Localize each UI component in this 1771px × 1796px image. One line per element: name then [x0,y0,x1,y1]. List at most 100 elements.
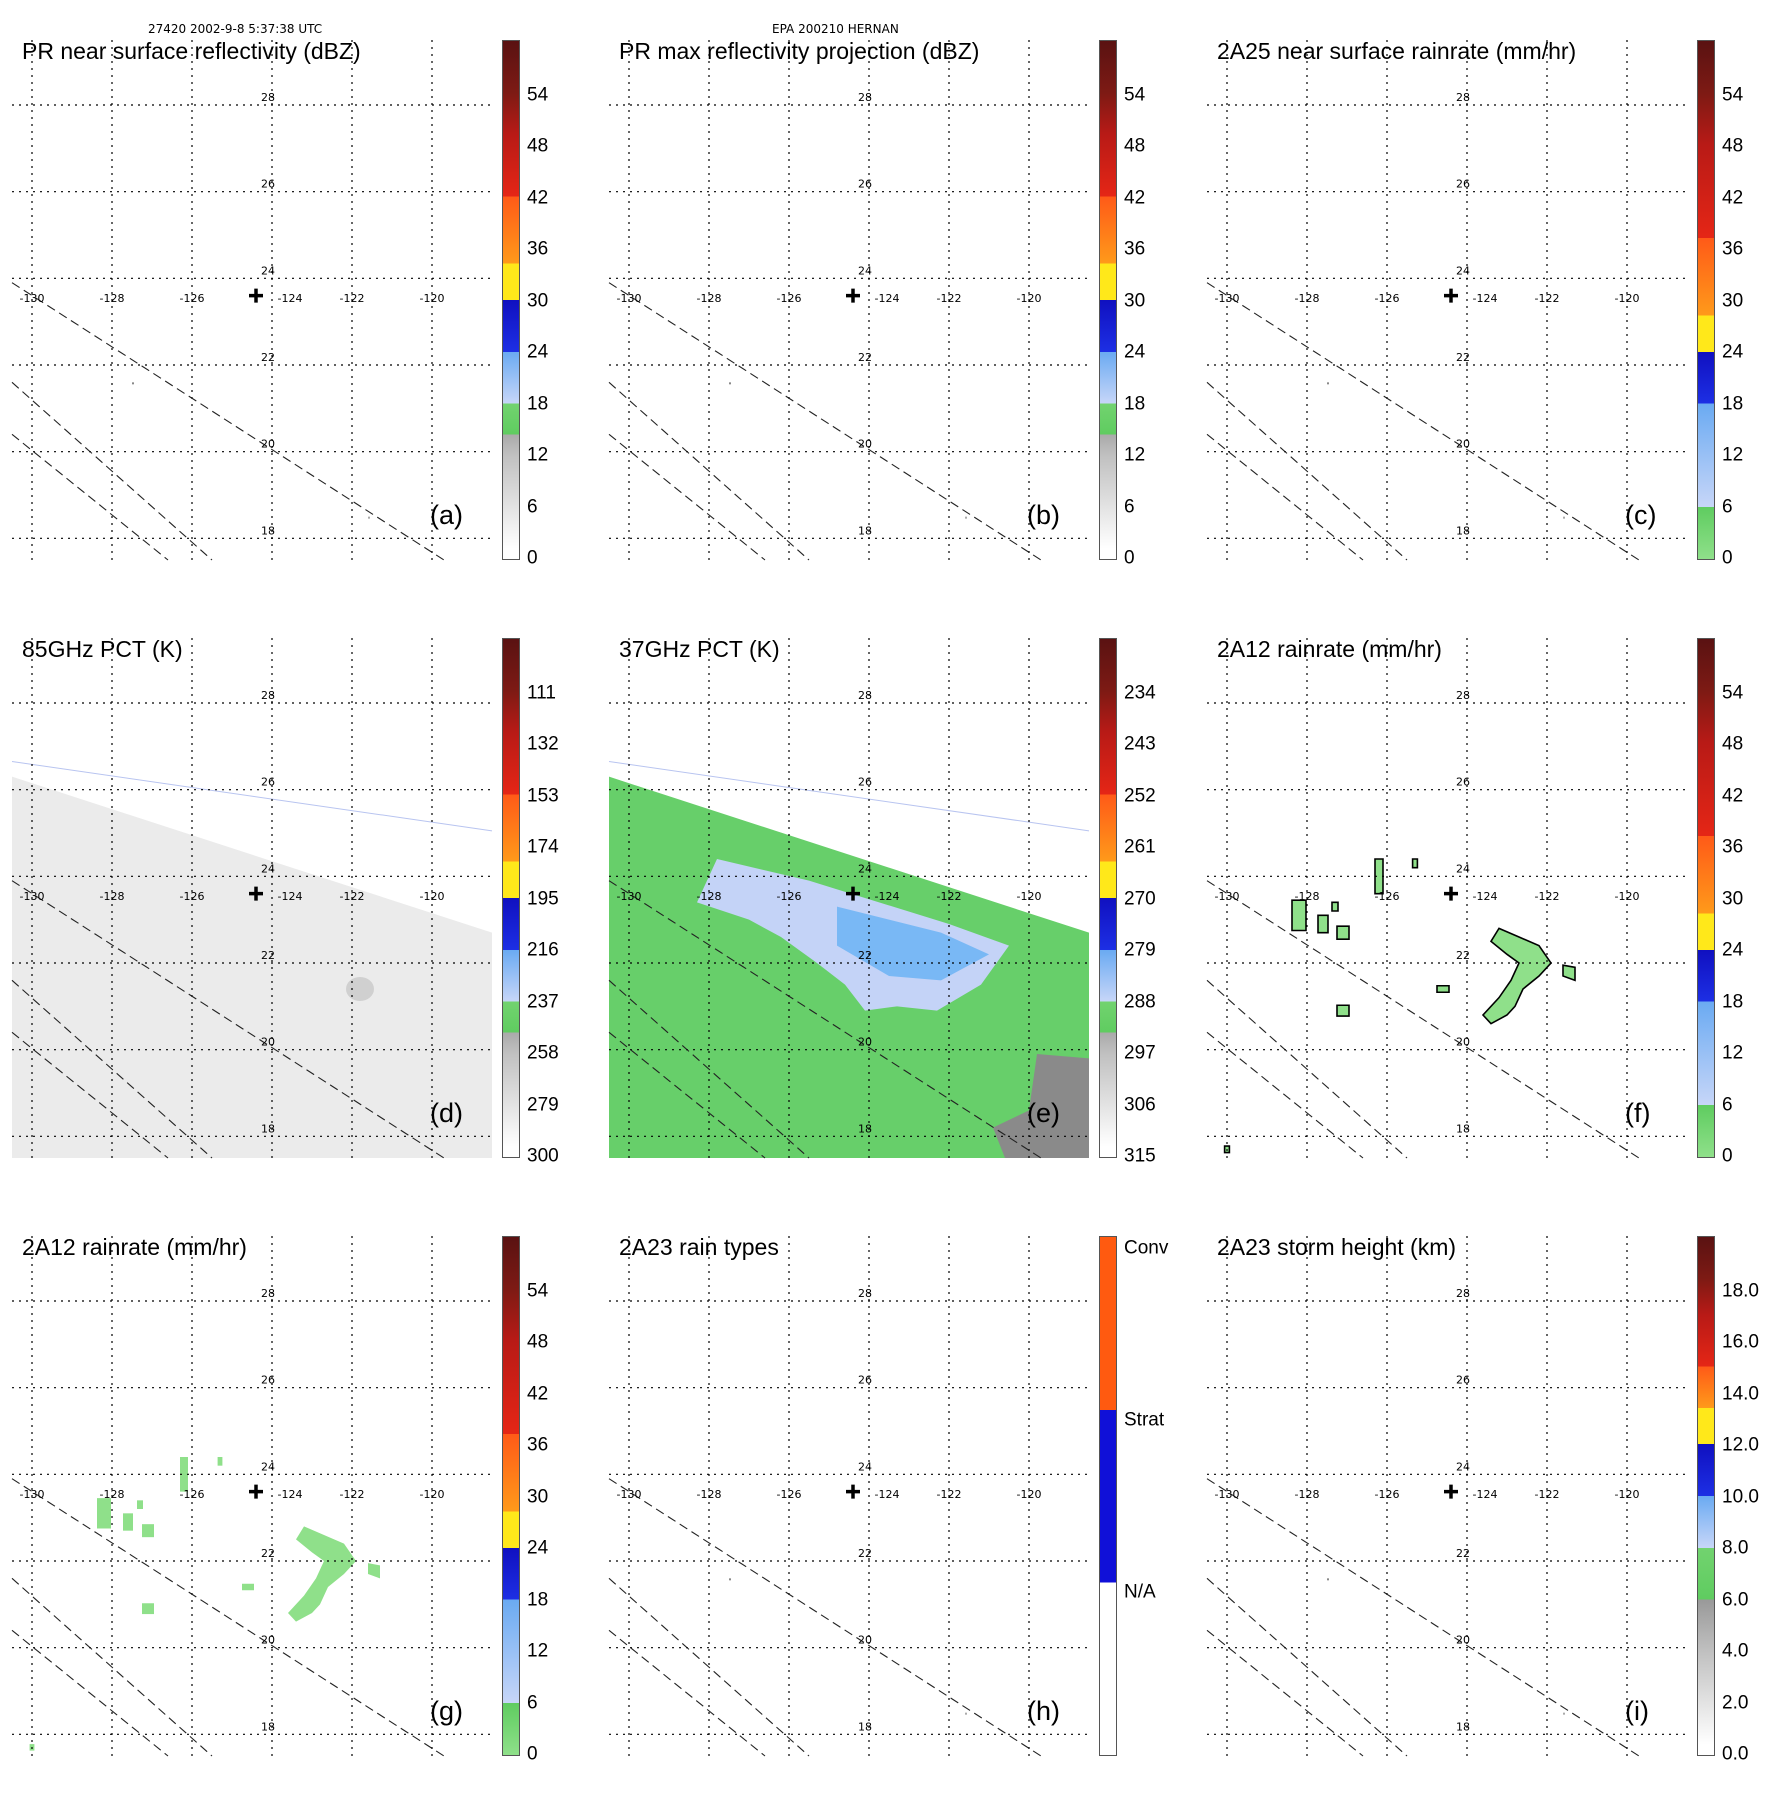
lat-label: 28 [261,689,275,702]
pr-swath-edge [11,1478,445,1757]
colorbar-tick-label: 306 [1124,1094,1156,1116]
lat-label: 24 [261,862,275,875]
colorbar-tick-label: 252 [1124,785,1156,807]
rain-cell [180,1457,188,1492]
lon-label: -120 [1017,292,1042,305]
data-layer [11,761,493,1158]
lon-label: -120 [1017,1488,1042,1501]
map-labels: -130 -128 -126 -124 -122 -120 28 26 24 22 20 18 [20,1287,445,1733]
colorbar-tick-label: 18 [1124,393,1146,415]
pr-swath-edges [1206,880,1640,1159]
lat-label: 26 [1456,1374,1470,1387]
colorbar-tick-label: 243 [1124,733,1156,755]
data-layer [29,1457,380,1751]
rain-cell [142,1524,154,1538]
colorbar-tick-label: 0 [1722,1145,1733,1167]
grid [609,1236,1089,1756]
panel-a: -130 -128 -126 -124 -122 -120 28 26 24 22 20 18 PR n… [0,0,548,568]
echo-pixel [368,516,370,519]
lat-label: 22 [261,351,275,364]
panel-title: PR near surface reflectivity (dBZ) [22,38,361,64]
colorbar-tick-label: 6.0 [1722,1589,1749,1611]
rain-cell [217,1457,223,1466]
panel-d: -130 -128 -126 -124 -122 -120 28 26 24 22 20 18 85GH… [0,598,559,1166]
map-plot-d: -130 -128 -126 -124 -122 -120 28 26 24 22 20 18 [11,638,493,1159]
colorbar-tick-label: 18 [527,393,549,415]
lat-label: 28 [1456,91,1470,104]
lat-label: 20 [1456,438,1470,451]
colorbar-tick-label: 12 [527,1640,549,1662]
map-plot-a: -130 -128 -126 -124 -122 -120 28 26 24 22 20 18 [11,40,492,561]
lon-label: -124 [875,1488,900,1501]
colorbar-tick-label: 6 [1722,496,1733,518]
colorbar-tick-label: 42 [1124,187,1146,209]
panel-title: 37GHz PCT (K) [619,636,780,662]
panel-letter: (d) [430,1098,463,1128]
lat-label: 20 [261,1036,275,1049]
colorbar-tick-label: 6 [527,496,538,518]
panel-h: -130 -128 -126 -124 -122 -120 28 26 24 22 20 18 2A23… [597,1196,1168,1757]
panel-letter: (g) [430,1696,463,1726]
lat-label: 24 [858,1460,872,1473]
lat-label: 18 [261,1720,275,1733]
colorbar-tick-label: 12 [1124,444,1146,466]
panel-title: 85GHz PCT (K) [22,636,183,662]
map-labels: -130 -128 -126 -124 -122 -120 28 26 24 22 20 18 [20,689,445,1135]
colorbar-tick-label: 36 [527,238,549,260]
lat-label: 24 [858,862,872,875]
colorbar-tick-label: 288 [1124,991,1156,1013]
rain-cell [97,1498,111,1529]
map-plot-b: -130 -128 -126 -124 -122 -120 28 26 24 22 20 18 [608,40,1089,561]
colorbar-tick-label: 10.0 [1722,1486,1759,1508]
map-plot-f: -130 -128 -126 -124 -122 -120 28 26 24 22 20 18 [1206,638,1687,1159]
colorbar-tick-label: 270 [1124,888,1156,910]
colorbar-tick-label: 18 [1722,393,1744,415]
lon-label: -126 [180,890,205,903]
colorbar-tick-label: 24 [527,1537,549,1559]
lon-label: -122 [1535,890,1560,903]
lon-label: -128 [1295,1488,1320,1501]
colorbar [1697,40,1715,560]
colorbar-tick-label: 132 [527,733,559,755]
data-layer [608,761,1090,1158]
storm-center-icon [1444,886,1458,901]
pr-swath-edge [1206,381,1408,561]
colorbar [1099,1236,1117,1756]
warm-spot [346,977,374,1001]
lon-label: -130 [617,1488,642,1501]
lon-label: -130 [20,890,45,903]
colorbar-tick-label: 54 [527,1280,549,1302]
cold-core [837,906,989,981]
rain-cell [123,1513,133,1531]
panel-letter: (c) [1625,500,1657,530]
colorbar-tick-label: 153 [527,785,559,807]
rain-cell [1331,901,1339,912]
lon-label: -124 [278,1488,303,1501]
map-plot-c: -130 -128 -126 -124 -122 -120 28 26 24 22 20 18 [1206,40,1687,561]
map-plot-e: -130 -128 -126 -124 -122 -120 28 26 24 22 20 18 [608,638,1090,1159]
map-plot-h: -130 -128 -126 -124 -122 -120 28 26 24 22 20 18 [608,1236,1089,1757]
lon-label: -122 [937,1488,962,1501]
pr-swath-edge [608,979,810,1159]
colorbar-tick-label: 24 [1722,341,1744,363]
colorbar-tick-label: 12 [527,444,549,466]
lon-label: -120 [420,292,445,305]
lon-label: -120 [1017,890,1042,903]
colorbar-tick-label: 48 [527,1331,549,1353]
colorbar-tick-label: 2.0 [1722,1692,1749,1714]
pr-swath-edge [11,1629,169,1757]
lat-label: 18 [1456,524,1470,537]
lon-label: -130 [1215,292,1240,305]
lon-label: -126 [1375,890,1400,903]
colorbar-tick-label: N/A [1124,1581,1156,1603]
storm-center-icon [1444,288,1458,303]
lon-label: -130 [1215,890,1240,903]
pr-swath-edge [1206,880,1640,1159]
lat-label: 20 [1456,1036,1470,1049]
data-layer [132,382,370,519]
colorbar-tick-label: 216 [527,939,559,961]
colorbar [1697,1236,1715,1756]
pr-swath-edge [608,1629,766,1757]
pr-swath-edges [11,1478,445,1757]
lon-label: -120 [420,1488,445,1501]
